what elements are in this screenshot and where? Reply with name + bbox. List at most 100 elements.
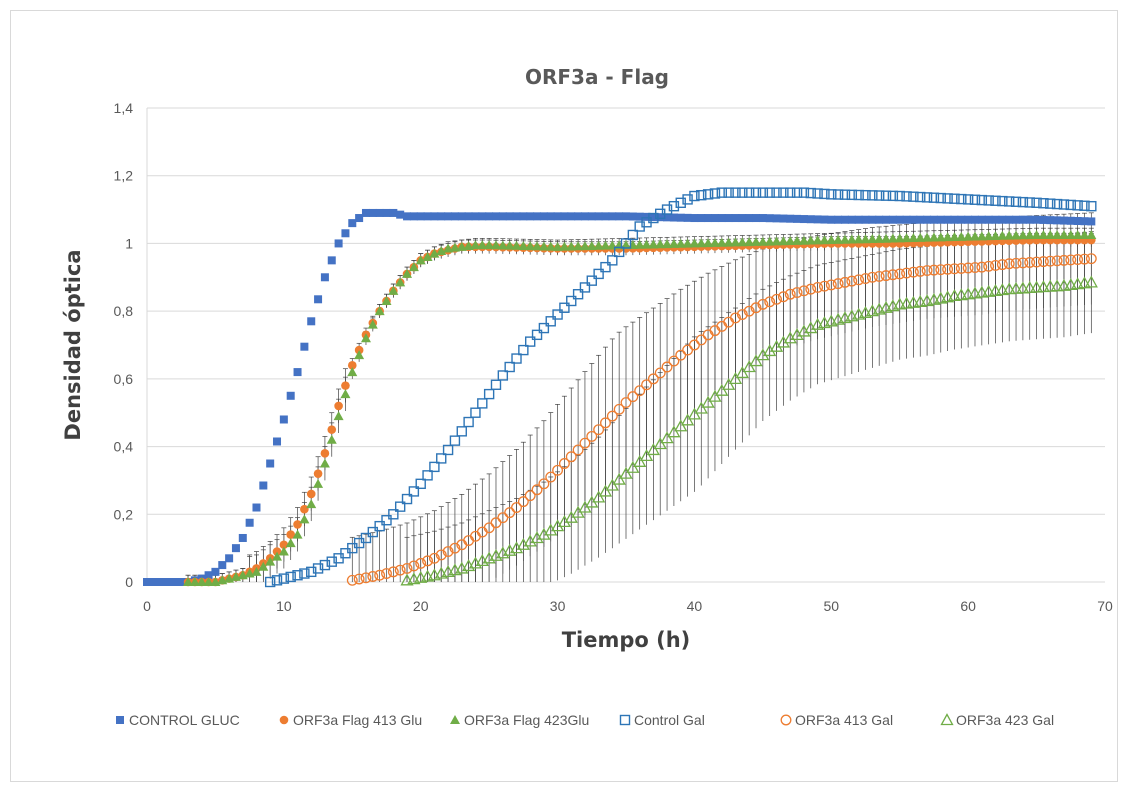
data-point	[949, 263, 960, 275]
data-point	[785, 187, 796, 198]
data-point	[457, 212, 466, 221]
data-point	[196, 577, 207, 586]
data-point	[743, 305, 755, 317]
data-point	[293, 520, 302, 529]
data-point	[334, 239, 343, 248]
data-point	[1065, 199, 1076, 211]
data-point	[779, 214, 788, 223]
data-point	[1023, 281, 1037, 294]
data-point	[923, 215, 932, 224]
data-point	[286, 530, 296, 539]
data-point	[730, 237, 741, 247]
data-point	[1010, 257, 1022, 269]
data-point	[579, 437, 591, 449]
data-point	[367, 571, 379, 582]
data-point	[409, 212, 418, 221]
data-point	[1011, 230, 1022, 240]
data-point	[1044, 255, 1056, 267]
data-point	[401, 493, 413, 505]
data-point	[731, 214, 740, 223]
data-point	[936, 215, 945, 224]
data-point	[565, 451, 577, 463]
data-point	[437, 212, 446, 221]
data-point	[976, 194, 988, 206]
data-point	[860, 189, 871, 201]
data-point	[949, 193, 960, 204]
data-point	[961, 287, 975, 300]
data-point	[893, 297, 907, 310]
data-point	[976, 261, 988, 273]
data-point	[593, 240, 604, 250]
legend-label: ORF3a 423 Gal	[956, 712, 1054, 728]
data-point	[868, 215, 877, 224]
data-point	[490, 517, 502, 529]
data-point	[435, 549, 447, 561]
data-point	[374, 569, 386, 581]
data-point	[620, 397, 632, 409]
data-point	[346, 574, 358, 586]
series-layer	[143, 187, 1098, 588]
data-point	[834, 215, 843, 224]
data-point	[524, 490, 536, 502]
data-point	[688, 339, 700, 351]
data-point	[874, 233, 885, 243]
data-point	[764, 296, 776, 308]
data-point	[258, 561, 269, 571]
data-point	[389, 208, 398, 217]
data-point	[360, 333, 371, 343]
data-point	[703, 238, 714, 248]
data-point	[312, 563, 324, 574]
data-point	[943, 215, 952, 224]
data-point	[620, 238, 632, 249]
data-point	[354, 345, 364, 355]
data-point	[299, 514, 310, 524]
data-point	[894, 190, 905, 202]
data-point	[593, 424, 605, 436]
data-point	[660, 431, 674, 444]
data-point	[626, 460, 640, 473]
data-point	[639, 449, 654, 462]
data-point	[990, 230, 1001, 240]
data-point	[402, 268, 413, 278]
data-point	[1053, 216, 1062, 225]
data-point	[913, 294, 927, 307]
legend-item: ORF3a Flag 423Glu	[450, 712, 589, 728]
data-point	[615, 212, 624, 221]
data-point	[415, 478, 426, 490]
data-point	[642, 212, 651, 221]
data-point	[819, 235, 830, 245]
data-point	[682, 344, 694, 356]
data-point	[756, 348, 770, 361]
data-point	[976, 231, 987, 241]
data-point	[367, 526, 379, 538]
data-point	[647, 373, 659, 385]
y-tick-label: 1	[125, 235, 133, 251]
data-point	[285, 571, 296, 583]
data-point	[442, 444, 454, 456]
data-point	[991, 215, 1000, 224]
data-point	[1077, 276, 1092, 289]
legend-marker	[940, 713, 954, 726]
data-point	[997, 230, 1008, 240]
data-point	[1057, 278, 1071, 291]
data-point	[954, 288, 968, 301]
data-point	[1024, 257, 1036, 268]
data-point	[320, 273, 329, 282]
data-point	[566, 241, 577, 251]
y-axis-label: Densidad óptica	[61, 249, 85, 440]
data-point	[655, 239, 666, 249]
data-point	[567, 212, 576, 221]
data-point	[957, 215, 966, 224]
series-control-gluc	[143, 208, 1096, 586]
data-point	[728, 372, 743, 385]
data-point	[641, 239, 652, 249]
data-point	[498, 212, 507, 221]
data-point	[956, 193, 967, 205]
data-point	[982, 284, 996, 297]
data-point	[970, 215, 979, 224]
data-point	[504, 361, 515, 373]
data-point	[983, 260, 995, 272]
data-point	[988, 283, 1003, 296]
data-point	[921, 192, 933, 203]
